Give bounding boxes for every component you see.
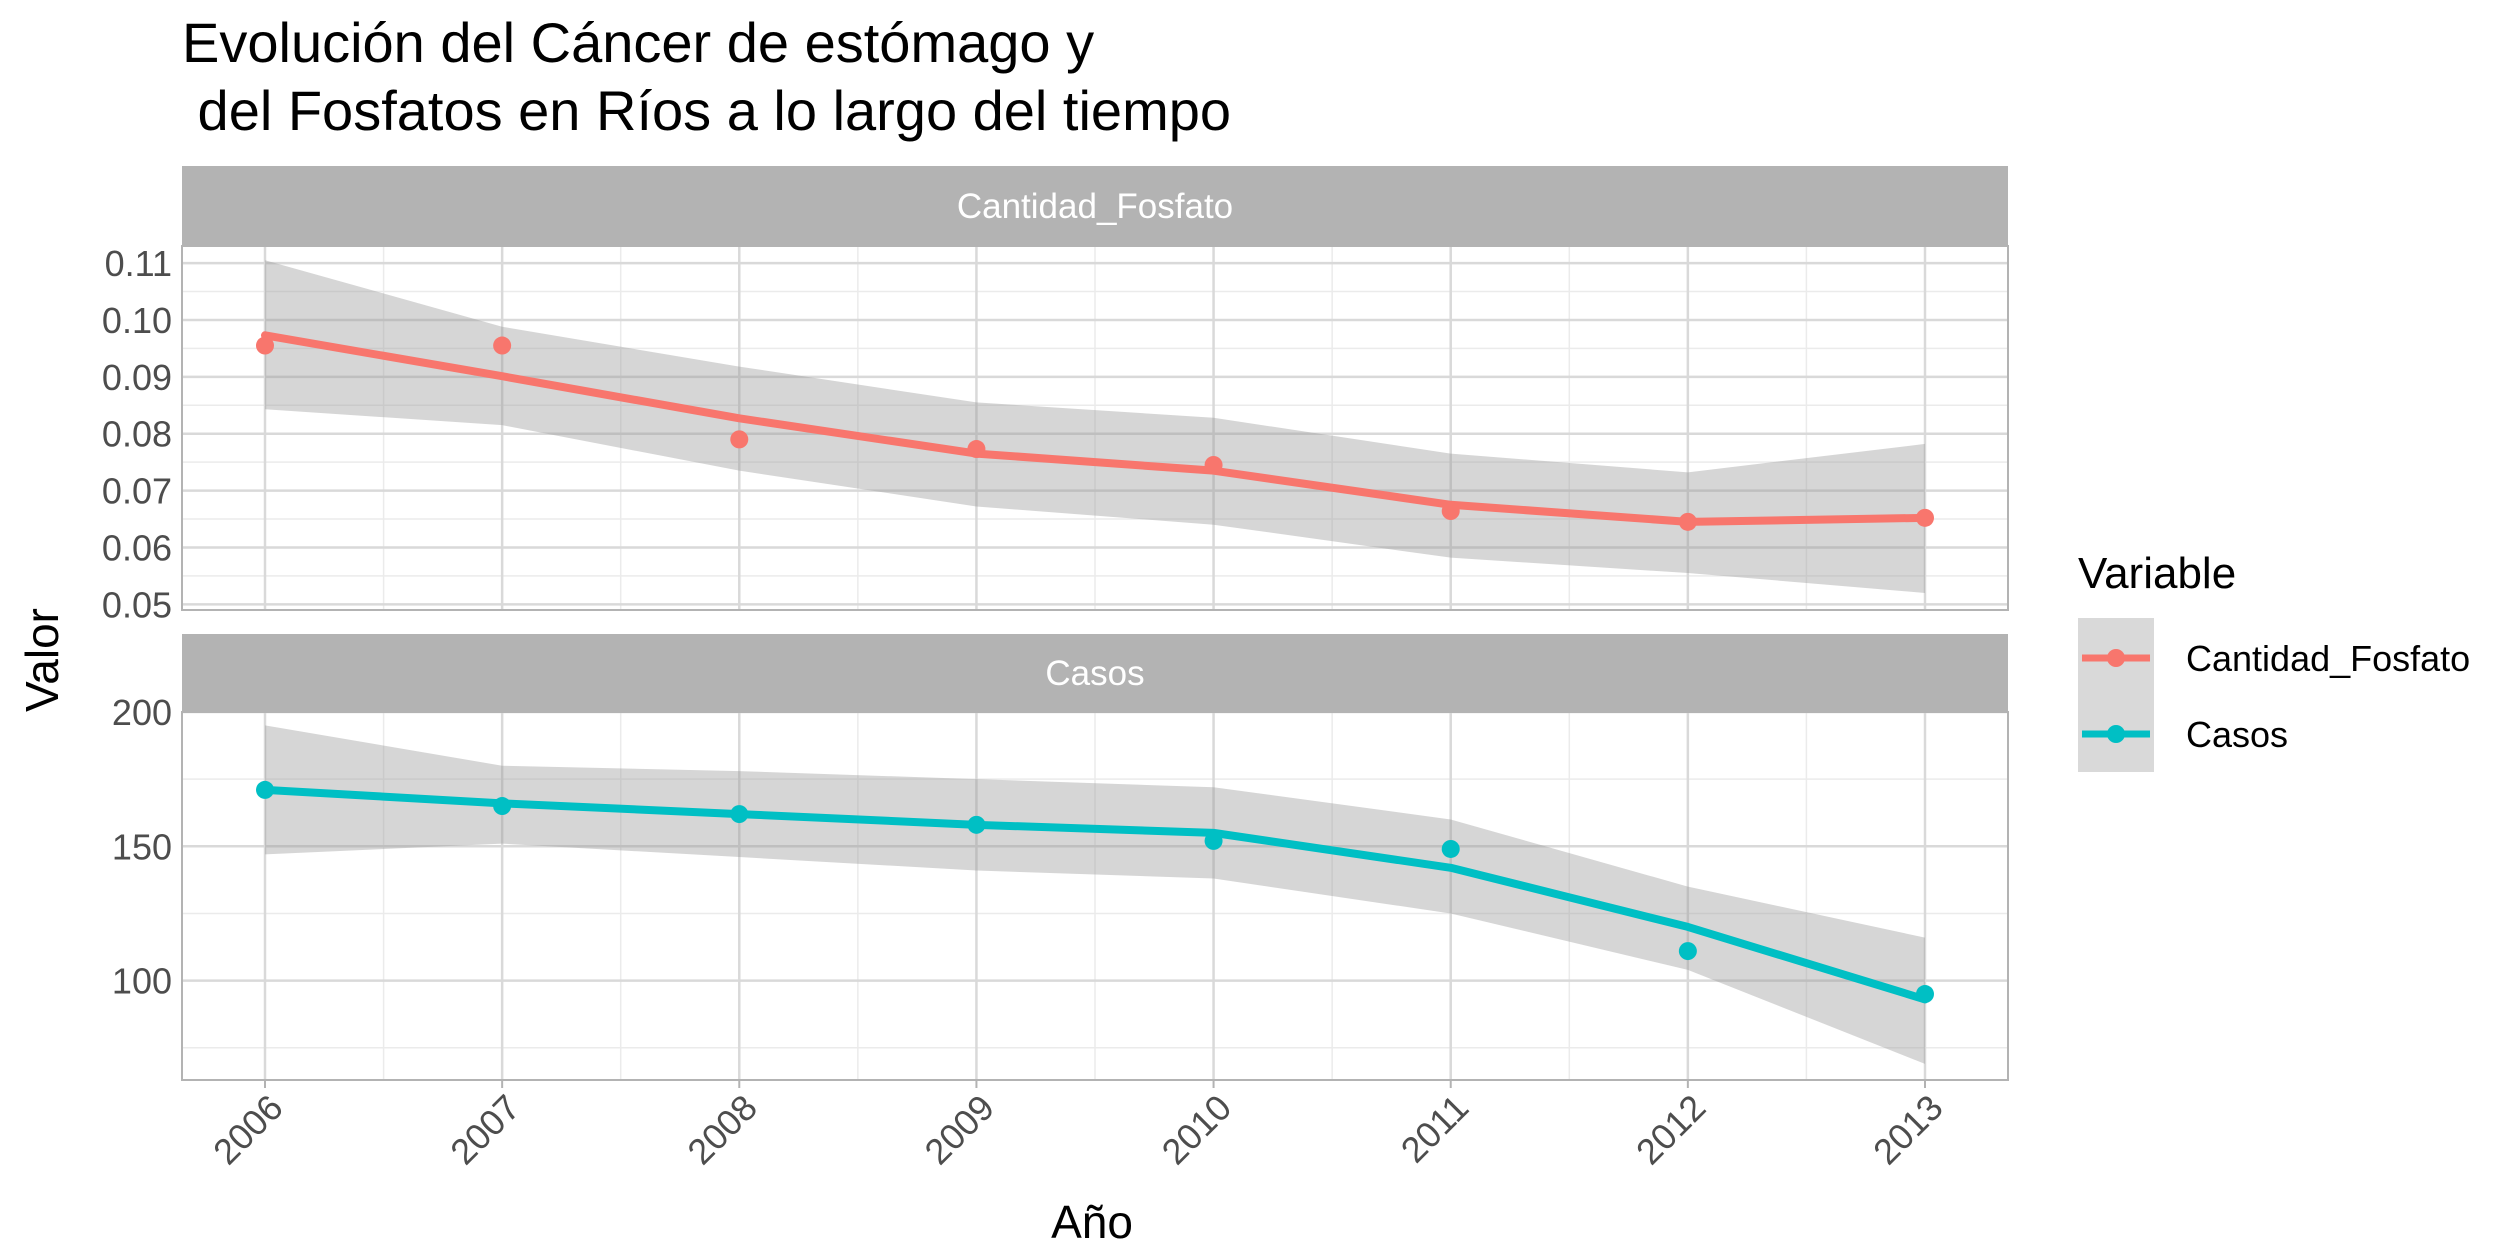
facet-strip [182, 634, 2008, 712]
data-points [256, 336, 1934, 531]
y-tick-label: 100 [112, 961, 172, 1002]
y-tick-label: 0.05 [102, 584, 172, 625]
x-tick-label: 2010 [1154, 1087, 1240, 1173]
legend-label-casos: Casos [2186, 714, 2288, 755]
facet-panel-casos: Casos 100 150 200 [112, 634, 2009, 1081]
data-point [1678, 942, 1697, 961]
x-axis: 2006 2007 2008 2009 2010 2011 2012 2013 [205, 1080, 1951, 1172]
legend-key-background [2078, 618, 2154, 772]
y-tick-labels: 0.05 0.06 0.07 0.08 0.09 0.10 0.11 [102, 243, 172, 625]
data-point [493, 797, 512, 816]
legend: Variable Cantidad_Fosfato Casos [2078, 549, 2470, 772]
y-tick-label: 0.06 [102, 527, 172, 568]
y-tick-label: 0.08 [102, 414, 172, 455]
data-point [493, 336, 512, 355]
x-tick-label: 2011 [1393, 1087, 1477, 1171]
y-tick-label: 0.11 [105, 243, 172, 284]
y-tick-labels: 100 150 200 [112, 692, 172, 1002]
y-tick-label: 0.09 [102, 357, 172, 398]
legend-key-cantidad-fosfato [2082, 649, 2150, 667]
legend-key-point [2107, 725, 2125, 743]
chart-title-line2: del Fosfatos en Ríos a lo largo del tiem… [182, 79, 1231, 142]
facet-panels: Cantidad_Fosfato 0.05 0.06 0.07 0.08 0.09 0.10… [102, 166, 2009, 1081]
y-tick-label: 0.07 [102, 471, 172, 512]
x-tick-label: 2006 [205, 1087, 291, 1173]
facet-strip-label: Cantidad_Fosfato [957, 187, 1233, 226]
smooth-line-casos [261, 785, 1929, 1004]
data-point [1204, 831, 1223, 850]
data-point [256, 336, 274, 355]
facet-panel-cantidad-fosfato: Cantidad_Fosfato 0.05 0.06 0.07 0.08 0.09 0.10… [102, 166, 2009, 625]
x-tick-label: 2009 [916, 1087, 1002, 1173]
x-tick-label: 2007 [442, 1087, 528, 1173]
data-point [730, 805, 749, 824]
legend-label-cantidad-fosfato: Cantidad_Fosfato [2186, 638, 2470, 679]
facet-strip [182, 166, 2008, 246]
data-point [1204, 455, 1223, 474]
legend-key-point [2107, 649, 2125, 667]
x-axis-title: Año [1051, 1196, 1133, 1248]
y-tick-label: 0.10 [102, 300, 172, 341]
data-point [1441, 502, 1460, 521]
facet-strip-label: Casos [1045, 654, 1144, 693]
data-point [730, 430, 749, 449]
smooth-line-cantidad-fosfato [261, 331, 1929, 526]
data-point [967, 440, 986, 459]
data-point [256, 780, 274, 799]
data-point [1916, 508, 1934, 527]
minor-gridlines [182, 712, 2008, 1080]
y-axis-title: Valor [16, 608, 68, 712]
x-tick-label: 2012 [1628, 1087, 1714, 1173]
data-point [1441, 839, 1460, 858]
x-tick-label: 2013 [1865, 1087, 1951, 1173]
data-point [1916, 985, 1934, 1004]
legend-key-casos [2082, 725, 2150, 743]
data-point [967, 815, 986, 834]
data-point [1678, 512, 1697, 531]
y-tick-label: 150 [112, 826, 172, 867]
x-tick-label: 2008 [679, 1087, 765, 1173]
data-points [256, 780, 1934, 1004]
major-gridlines [182, 246, 2008, 610]
chart-title-line1: Evolución del Cáncer de estómago y [182, 11, 1094, 74]
y-tick-label: 200 [112, 692, 172, 733]
legend-title: Variable [2078, 549, 2236, 598]
